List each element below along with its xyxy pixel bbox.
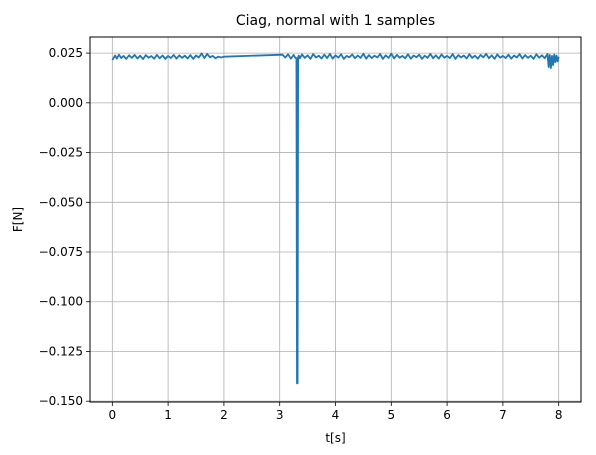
x-tick-label: 1	[164, 408, 172, 422]
ticks: 0 1 2 3 4 5 6 7 8 0.025 0.000 −0.025 −0.050 −0.075 −0.…	[39, 46, 563, 422]
x-tick-label: 2	[220, 408, 228, 422]
x-axis-label: t[s]	[325, 431, 345, 445]
x-tick-label: 6	[443, 408, 451, 422]
y-tick-label: 0.000	[49, 96, 83, 110]
chart-title: Ciag, normal with 1 samples	[236, 13, 435, 29]
y-tick-label: −0.100	[39, 295, 83, 309]
series	[111, 52, 560, 385]
y-tick-label: 0.025	[49, 46, 83, 60]
y-tick-label: −0.025	[39, 146, 83, 160]
x-tick-label: 3	[276, 408, 284, 422]
y-tick-label: −0.150	[39, 394, 83, 408]
x-tick-label: 7	[499, 408, 507, 422]
y-tick-label: −0.125	[39, 344, 83, 358]
series-line	[111, 52, 560, 385]
x-tick-label: 0	[108, 408, 116, 422]
y-tick-label: −0.075	[39, 245, 83, 259]
x-tick-label: 8	[555, 408, 563, 422]
y-axis-label: F[N]	[11, 207, 25, 232]
x-tick-label: 5	[387, 408, 395, 422]
y-tick-label: −0.050	[39, 195, 83, 209]
grid	[90, 37, 581, 402]
x-tick-label: 4	[332, 408, 340, 422]
